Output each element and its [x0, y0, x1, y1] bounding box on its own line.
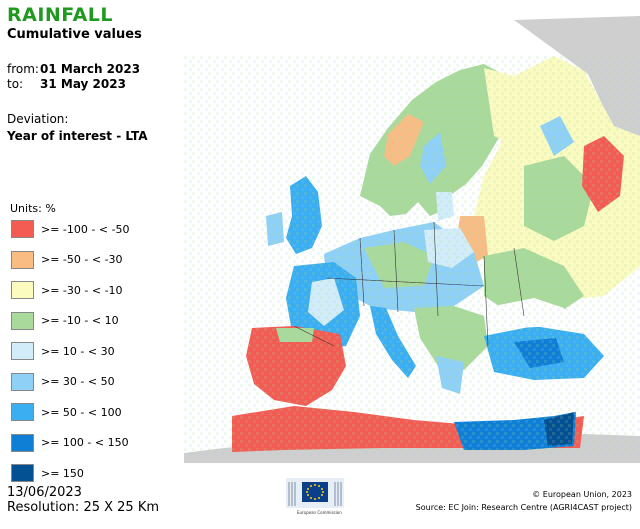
legend-item: >= 30 - < 50 — [11, 372, 115, 391]
legend-item: >= 50 - < 100 — [11, 403, 122, 421]
legend-label: >= -10 - < 10 — [41, 314, 119, 327]
legend-label: >= 150 — [41, 466, 84, 480]
legend-label: >= -30 - < -10 — [41, 283, 123, 297]
legend-swatch — [11, 464, 34, 482]
legend-label: >= -100 - < -50 — [41, 222, 130, 236]
from-label: from: — [7, 62, 39, 76]
legend-item: >= -10 - < 10 — [11, 311, 119, 330]
map-subtitle: Cumulative values — [7, 27, 142, 42]
issue-date: 13/06/2023 — [7, 485, 82, 500]
to-date: 31 May 2023 — [40, 77, 126, 91]
rainfall-map — [184, 16, 640, 463]
legend-swatch — [11, 433, 34, 452]
legend-swatch — [11, 403, 34, 421]
deviation-value: Year of interest - LTA — [7, 129, 148, 143]
legend-label: >= 100 - < 150 — [41, 436, 129, 449]
legend-swatch — [11, 342, 34, 360]
logo-caption: European Commission — [297, 510, 342, 515]
legend-item: >= 100 - < 150 — [11, 433, 129, 452]
data-source: Source: EC Join: Research Centre (AGRI4C… — [415, 503, 632, 512]
legend-swatch — [11, 220, 34, 238]
resolution: Resolution: 25 X 25 Km — [7, 500, 160, 515]
legend-label: >= 30 - < 50 — [41, 375, 115, 388]
legend-item: >= -30 - < -10 — [11, 281, 123, 299]
european-commission-logo — [286, 478, 344, 508]
legend-swatch — [11, 372, 34, 391]
map-texture — [184, 56, 640, 456]
legend-item: >= -50 - < -30 — [11, 250, 123, 269]
legend-item: >= 10 - < 30 — [11, 342, 115, 360]
map-title: RAINFALL — [7, 4, 114, 26]
to-label: to: — [7, 77, 24, 91]
legend-swatch — [11, 281, 34, 299]
legend-swatch — [11, 250, 34, 269]
legend-item: >= -100 - < -50 — [11, 220, 130, 238]
deviation-label: Deviation: — [7, 112, 69, 126]
legend-label: >= 50 - < 100 — [41, 405, 122, 419]
from-date: 01 March 2023 — [40, 62, 141, 76]
legend-units: Units: % — [10, 202, 56, 215]
legend-label: >= -50 - < -30 — [41, 253, 123, 266]
copyright: © European Union, 2023 — [532, 490, 632, 499]
deviation-info: Deviation: Year of interest - LTA — [7, 111, 148, 145]
legend-label: >= 10 - < 30 — [41, 344, 115, 358]
legend-item: >= 150 — [11, 464, 84, 482]
period-info: from:01 March 2023 to: 31 May 2023 — [7, 62, 140, 92]
legend-swatch — [11, 311, 34, 330]
